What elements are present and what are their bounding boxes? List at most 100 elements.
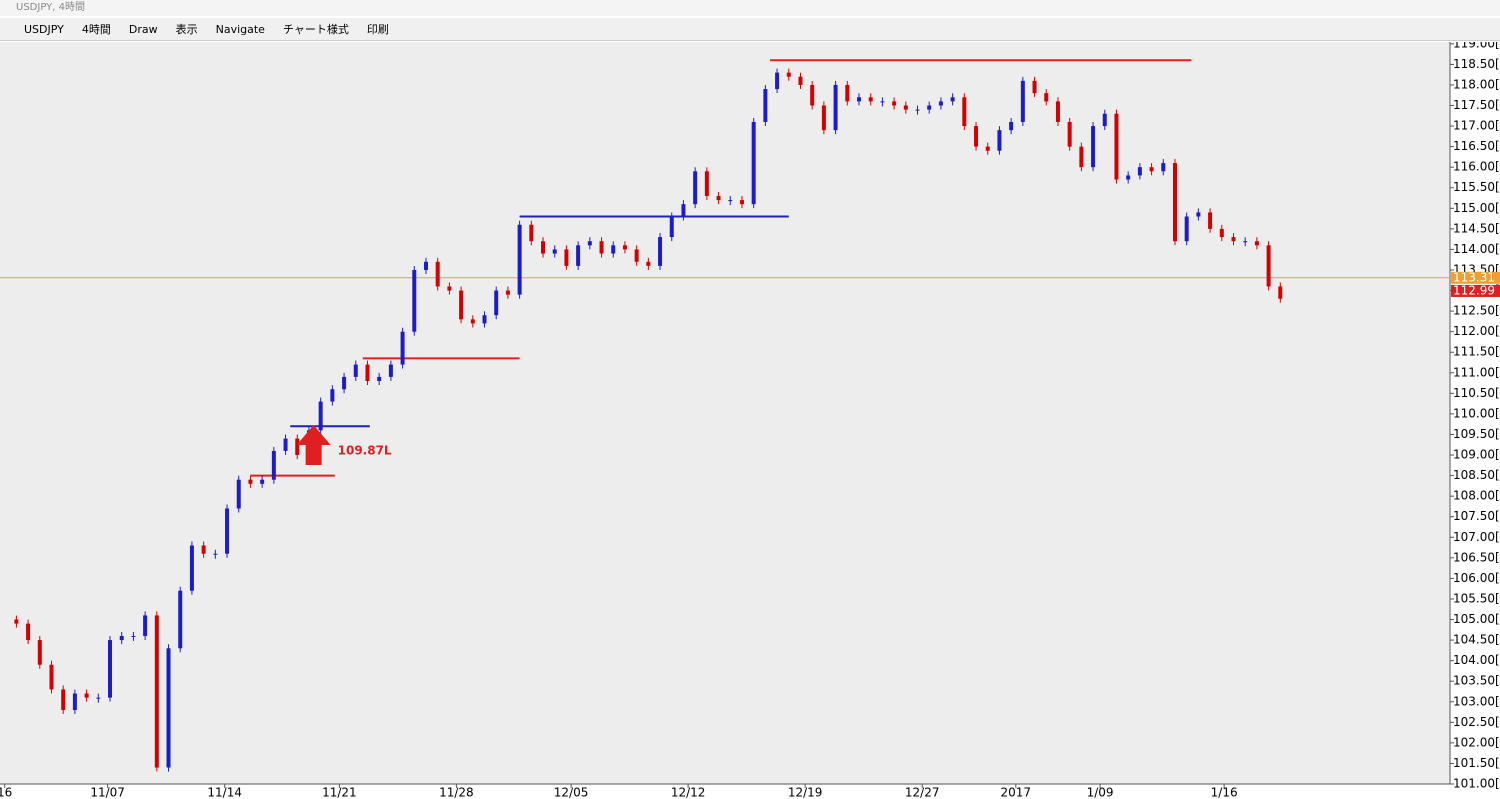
price-marker — [1451, 284, 1500, 297]
candle — [61, 689, 66, 710]
candle — [1009, 121, 1014, 131]
y-tick-label: 105.50[0 — [1453, 591, 1500, 605]
y-tick-label: 101.00[0 — [1453, 777, 1500, 791]
candle — [84, 693, 89, 698]
candle — [1137, 167, 1142, 176]
candle — [1067, 121, 1072, 147]
candle — [119, 635, 124, 641]
candle — [189, 545, 194, 591]
candle — [72, 693, 77, 710]
candle — [400, 331, 405, 365]
y-tick-label: 107.50[0 — [1453, 509, 1500, 523]
y-tick-label: 114.00[0 — [1453, 242, 1500, 256]
candle — [517, 224, 522, 295]
candle — [412, 269, 417, 332]
candle — [388, 364, 393, 377]
candle — [798, 76, 803, 85]
navigate-menu[interactable]: Navigate — [215, 22, 265, 36]
candle — [892, 101, 897, 106]
annotation-label: 109.87L — [338, 444, 392, 458]
plot-area — [0, 42, 1450, 784]
candle — [213, 553, 218, 555]
x-tick-label: 12/27 — [905, 786, 940, 799]
candle — [178, 590, 183, 649]
print-menu[interactable]: 印刷 — [366, 23, 389, 36]
candle — [248, 479, 253, 484]
candle — [658, 237, 663, 266]
candle — [1208, 212, 1213, 229]
candle — [1243, 241, 1248, 243]
candle — [1231, 237, 1236, 242]
candle — [1266, 245, 1271, 287]
candle — [1044, 93, 1049, 102]
candle — [704, 171, 709, 196]
chart-style-menu[interactable]: チャート様式 — [282, 23, 349, 36]
x-tick-label: 16 — [0, 786, 12, 799]
candle — [646, 261, 651, 266]
candle — [1114, 113, 1119, 180]
y-tick-label: 114.50[0 — [1453, 221, 1500, 235]
candle — [505, 290, 510, 295]
candle — [716, 195, 721, 201]
y-tick-label: 110.00[0 — [1453, 406, 1500, 420]
candle — [143, 615, 148, 636]
candle — [1172, 163, 1177, 242]
candle — [271, 450, 276, 480]
candle — [260, 479, 265, 484]
timeframe-menu[interactable]: 4時間 — [81, 23, 111, 36]
candle — [576, 245, 581, 266]
candle — [482, 315, 487, 324]
price-marker-label: 112.99 — [1453, 283, 1495, 297]
y-tick-label: 108.50[0 — [1453, 468, 1500, 482]
x-tick-label: 12/05 — [554, 786, 589, 799]
candle — [962, 97, 967, 127]
y-tick-label: 102.00[0 — [1453, 735, 1500, 749]
y-tick-label: 118.50[0 — [1453, 57, 1500, 71]
y-tick-label: 111.50[0 — [1453, 345, 1500, 359]
candle — [1020, 80, 1025, 122]
candle — [494, 290, 499, 316]
y-tick-label: 119.00[0 — [1453, 42, 1500, 50]
candle — [1184, 216, 1189, 242]
candle — [552, 249, 557, 254]
candle — [295, 438, 300, 456]
candle — [225, 508, 230, 554]
candle — [201, 545, 206, 554]
view-menu[interactable]: 表示 — [175, 23, 198, 36]
y-tick-label: 103.00[0 — [1453, 694, 1500, 708]
candle — [283, 438, 288, 451]
x-tick-label: 1/09 — [1087, 786, 1114, 799]
candle — [974, 126, 979, 147]
y-tick-label: 106.50[0 — [1453, 550, 1500, 564]
candle — [810, 84, 815, 106]
candle — [903, 105, 908, 110]
chart: 101.00[0 101.50[0 102.00[0 102.50[0 103.00[0… — [0, 42, 1500, 799]
candle — [37, 640, 42, 665]
candle — [763, 89, 768, 122]
x-tick-label: 1/16 — [1211, 786, 1238, 799]
candle — [564, 249, 569, 266]
symbol-menu[interactable]: USDJPY — [24, 22, 64, 36]
y-tick-label: 115.50[0 — [1453, 180, 1500, 194]
candle — [377, 376, 382, 382]
candle — [739, 200, 744, 205]
candle — [985, 146, 990, 151]
candle — [786, 72, 791, 77]
candle — [236, 479, 241, 509]
candle — [318, 401, 323, 431]
price-axis — [1450, 42, 1500, 799]
y-tick-label: 109.00[0 — [1453, 448, 1500, 462]
x-tick-label: 11/21 — [322, 786, 357, 799]
y-tick-label: 111.00[0 — [1453, 365, 1500, 379]
y-tick-label: 112.00[0 — [1453, 324, 1500, 338]
candle — [927, 105, 932, 110]
candle — [1278, 286, 1283, 299]
candle — [459, 290, 464, 320]
candle — [353, 364, 358, 377]
candle — [1149, 167, 1154, 172]
candle — [1091, 126, 1096, 168]
candle — [26, 623, 31, 641]
draw-menu[interactable]: Draw — [128, 22, 158, 36]
candle — [1219, 228, 1224, 238]
